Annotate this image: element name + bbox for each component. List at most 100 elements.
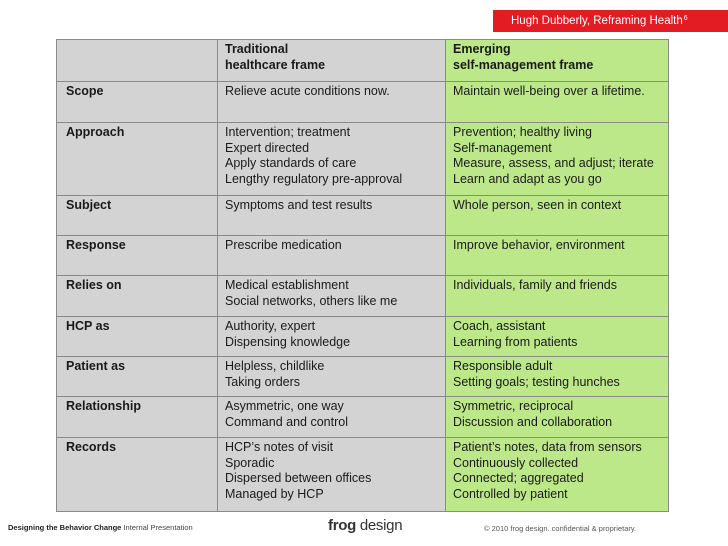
emerging-line: Continuously collected [453,455,579,470]
row-label: Scope [56,81,218,123]
traditional-line: Intervention; treatment [225,125,351,139]
emerging-line: Learn and adapt as you go [453,171,602,186]
traditional-line: Relieve acute conditions now. [225,84,390,98]
row-label-text: Records [66,440,117,454]
table-row: Scope Relieve acute conditions now. Mainta… [56,81,669,123]
footer-presentation-title: Designing the Behavior Change Internal P… [8,523,193,532]
row-label: Subject [56,195,218,236]
row-label-text: Relationship [66,399,142,413]
emerging-line: Individuals, family and friends [453,278,617,292]
traditional-cell: HCP’s notes of visit Sporadic Dispersed be… [217,437,446,512]
row-label: Response [56,235,218,276]
traditional-cell: Symptoms and test results [217,195,446,236]
row-label: Relationship [56,396,218,438]
emerging-line: Discussion and collaboration [453,414,613,429]
emerging-line: Prevention; healthy living [453,125,592,139]
footer-copyright: © 2010 frog design. confidential & propr… [484,524,637,533]
traditional-cell: Asymmetric, one way Command and control [217,396,446,438]
footer-title-rest: Internal Presentation [123,523,193,532]
emerging-line: Maintain well-being over a lifetime. [453,84,645,98]
traditional-line: Managed by HCP [225,486,324,501]
traditional-cell: Prescribe medication [217,235,446,276]
logo-word-frog: frog [328,517,356,534]
header-line: Traditional [225,42,289,56]
traditional-line: Medical establishment [225,278,349,292]
row-label-text: Subject [66,198,112,212]
emerging-line: Symmetric, reciprocal [453,399,574,413]
table-row: Relies on Medical establishment Social net… [56,275,669,317]
traditional-line: Dispersed between offices [225,471,372,485]
table-row: Response Prescribe medication Improve beha… [56,235,669,276]
emerging-cell: Symmetric, reciprocal Discussion and coll… [445,396,669,438]
emerging-line: Responsible adult [453,359,553,373]
traditional-line: Expert directed [225,140,310,155]
row-label: HCP as [56,316,218,357]
emerging-cell: Improve behavior, environment [445,235,669,276]
attribution-superscript: 6 [683,14,688,22]
traditional-line: HCP’s notes of visit [225,440,334,454]
traditional-line: Symptoms and test results [225,198,373,212]
emerging-cell: Patient’s notes, data from sensors Contin… [445,437,669,512]
table-row: Patient as Helpless, childlike Taking orde… [56,356,669,397]
traditional-line: Authority, expert [225,319,316,333]
emerging-cell: Coach, assistant Learning from patients [445,316,669,357]
table-row: HCP as Authority, expert Dispensing knowle… [56,316,669,357]
logo-word-design: design [359,517,403,534]
comparison-table: Traditional healthcare frame Emerging self-… [56,39,669,512]
header-line: healthcare frame [225,57,326,72]
attribution-text: Hugh Dubberly, Reframing Health [511,15,683,27]
row-label-text: HCP as [66,319,110,333]
traditional-line: Sporadic [225,455,275,470]
row-label-text: Relies on [66,278,122,292]
footer-title-bold: Designing the Behavior Change [8,523,122,532]
header-cell-empty [56,39,218,82]
traditional-line: Helpless, childlike [225,359,325,373]
traditional-cell: Relieve acute conditions now. [217,81,446,123]
header-line: self-management frame [453,57,594,72]
row-label: Patient as [56,356,218,397]
row-label: Records [56,437,218,512]
table-header-row: Traditional healthcare frame Emerging self-… [56,39,669,82]
attribution-banner: Hugh Dubberly, Reframing Health 6 [493,10,728,32]
emerging-line: Learning from patients [453,334,578,349]
row-label-text: Scope [66,84,104,98]
emerging-cell: Whole person, seen in context [445,195,669,236]
row-label: Approach [56,122,218,196]
traditional-line: Social networks, others like me [225,293,398,308]
emerging-line: Patient’s notes, data from sensors [453,440,642,454]
emerging-cell: Maintain well-being over a lifetime. [445,81,669,123]
header-cell-emerging: Emerging self-management frame [445,39,669,82]
traditional-line: Dispensing knowledge [225,334,351,349]
emerging-line: Setting goals; testing hunches [453,374,620,389]
row-label-text: Approach [66,125,125,139]
traditional-cell: Helpless, childlike Taking orders [217,356,446,397]
table-row: Records HCP’s notes of visit Sporadic Dispe… [56,437,669,512]
row-label-text: Response [66,238,126,252]
emerging-line: Connected; aggregated [453,471,584,485]
traditional-cell: Medical establishment Social networks, ot… [217,275,446,317]
emerging-cell: Individuals, family and friends [445,275,669,317]
traditional-line: Taking orders [225,374,301,389]
header-cell-traditional: Traditional healthcare frame [217,39,446,82]
emerging-line: Coach, assistant [453,319,546,333]
emerging-line: Self-management [453,140,552,155]
traditional-line: Apply standards of care [225,156,357,170]
row-label: Relies on [56,275,218,317]
emerging-cell: Prevention; healthy living Self-managemen… [445,122,669,196]
table-row: Relationship Asymmetric, one way Command a… [56,396,669,438]
table-row: Approach Intervention; treatment Expert di… [56,122,669,196]
traditional-cell: Authority, expert Dispensing knowledge [217,316,446,357]
traditional-line: Lengthy regulatory pre-approval [225,171,403,186]
header-line: Emerging [453,42,511,56]
emerging-line: Controlled by patient [453,486,568,501]
emerging-cell: Responsible adult Setting goals; testing … [445,356,669,397]
traditional-cell: Intervention; treatment Expert directed Ap… [217,122,446,196]
emerging-line: Measure, assess, and adjust; iterate [453,156,654,170]
table-row: Subject Symptoms and test results Whole pe… [56,195,669,236]
traditional-line: Command and control [225,414,348,429]
emerging-line: Improve behavior, environment [453,238,625,252]
emerging-line: Whole person, seen in context [453,198,622,212]
row-label-text: Patient as [66,359,126,373]
traditional-line: Asymmetric, one way [225,399,344,413]
traditional-line: Prescribe medication [225,238,342,252]
